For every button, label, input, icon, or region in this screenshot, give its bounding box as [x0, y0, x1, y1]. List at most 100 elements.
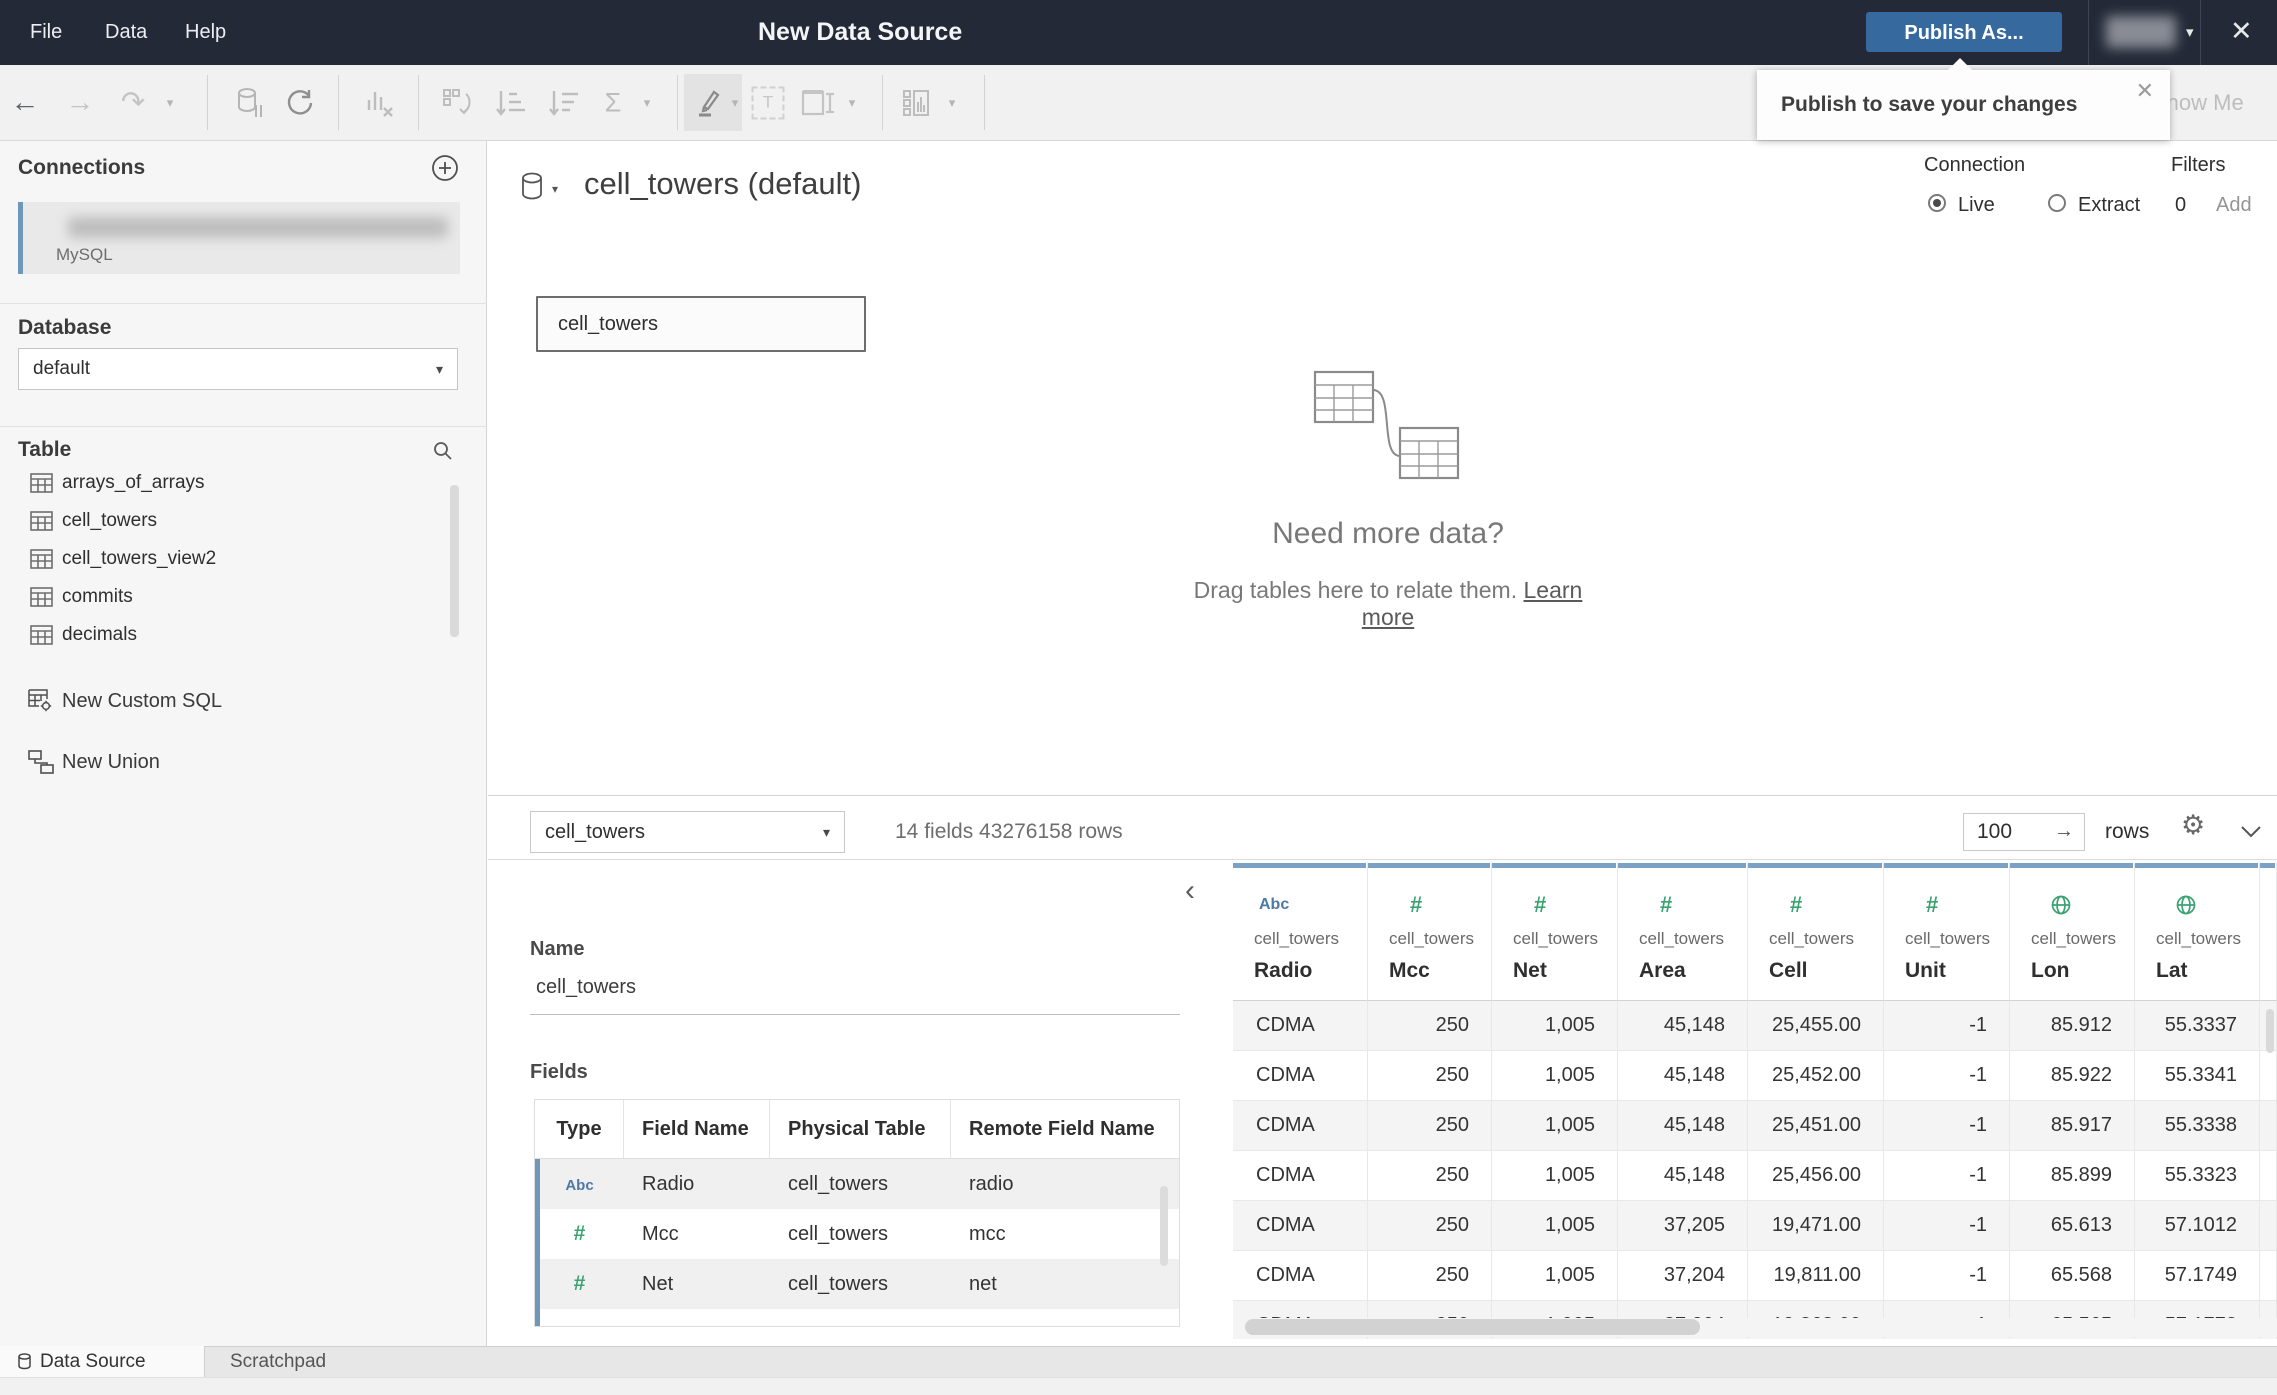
- grid-horizontal-scrollbar[interactable]: [1245, 1319, 1700, 1335]
- table-section-label: Table: [18, 438, 72, 461]
- totals-sigma-icon[interactable]: Σ: [604, 87, 622, 117]
- empty-state: Need more data? Drag tables here to rela…: [1188, 368, 1588, 631]
- number-type-icon: #: [1660, 892, 1673, 917]
- extract-radio-label[interactable]: Extract: [2078, 194, 2141, 216]
- data-preview-panel: cell_towers ▾ 14 fields 43276158 rows 10…: [488, 795, 2277, 1346]
- database-caret-icon: ▾: [435, 361, 443, 377]
- name-field-underline: [530, 1014, 1180, 1015]
- cards-caret-icon[interactable]: ▾: [948, 94, 956, 110]
- tab-data-source[interactable]: Data Source: [0, 1346, 205, 1378]
- show-hide-cards-icon[interactable]: [902, 88, 934, 118]
- table-list-scrollbar[interactable]: [450, 485, 459, 637]
- preview-table-select[interactable]: cell_towers ▾: [530, 811, 845, 853]
- table-search-icon[interactable]: [432, 440, 454, 462]
- table-name-field[interactable]: cell_towers: [536, 976, 637, 998]
- menu-data[interactable]: Data: [105, 21, 148, 43]
- clear-sheet-icon[interactable]: [364, 88, 396, 118]
- database-select[interactable]: default ▾: [18, 348, 458, 390]
- panel-divider: [488, 859, 2277, 860]
- swap-rows-columns-icon[interactable]: [442, 88, 474, 118]
- datasource-tab-cylinder-icon: [17, 1353, 32, 1371]
- datasource-cylinder-icon[interactable]: [520, 172, 546, 204]
- redo-icon[interactable]: →: [65, 86, 95, 118]
- live-radio[interactable]: [1928, 194, 1946, 212]
- refresh-data-icon[interactable]: [284, 87, 316, 119]
- fit-caret-icon[interactable]: ▾: [848, 94, 856, 110]
- add-connection-icon[interactable]: [430, 153, 460, 183]
- apply-row-limit-icon[interactable]: →: [2054, 820, 2074, 842]
- extract-radio[interactable]: [2048, 194, 2066, 212]
- user-caret-down-icon[interactable]: ▾: [2186, 24, 2194, 41]
- totals-caret-icon[interactable]: ▾: [643, 94, 651, 110]
- field-row-mcc[interactable]: # Mcc cell_towers mcc: [535, 1209, 1179, 1259]
- fields-table: Type Field Name Physical Table Remote Fi…: [534, 1099, 1180, 1327]
- toolbar-divider: [984, 75, 985, 130]
- grid-column-mcc[interactable]: # cell_towers Mcc: [1368, 863, 1492, 1001]
- sort-ascending-icon[interactable]: [496, 88, 528, 118]
- tab-scratchpad[interactable]: Scratchpad: [230, 1351, 327, 1372]
- undo-icon[interactable]: ←: [10, 86, 40, 118]
- datasource-caret-icon[interactable]: ▾: [552, 182, 559, 196]
- table-grid-icon: [30, 511, 53, 531]
- collapse-metadata-icon[interactable]: ‹: [1185, 874, 1195, 907]
- fields-table-header: Type Field Name Physical Table Remote Fi…: [535, 1100, 1179, 1159]
- fit-width-icon[interactable]: [801, 89, 835, 117]
- table-item-cell-towers[interactable]: cell_towers: [0, 502, 450, 540]
- sort-descending-icon[interactable]: [549, 88, 581, 118]
- row-limit-input[interactable]: 100 →: [1963, 813, 2085, 851]
- field-row-net[interactable]: # Net cell_towers net: [535, 1259, 1179, 1309]
- grid-column-cell[interactable]: # cell_towers Cell: [1748, 863, 1884, 1001]
- grid-row: CDMA 250 1,005 45,148 25,451.00 -1 85.91…: [1233, 1101, 2277, 1151]
- new-union-button[interactable]: New Union: [0, 743, 450, 781]
- replay-icon[interactable]: ↷: [120, 86, 146, 118]
- table-item-cell-towers-view2[interactable]: cell_towers_view2: [0, 540, 450, 578]
- string-type-icon: Abc: [1259, 896, 1290, 913]
- topbar-divider: [2088, 0, 2089, 65]
- sidebar: Connections MySQL Database default ▾ Tab…: [0, 140, 487, 1346]
- filters-count: 0: [2175, 194, 2187, 216]
- grid-column-area[interactable]: # cell_towers Area: [1618, 863, 1748, 1001]
- database-selected-value: default: [33, 358, 91, 379]
- toast-close-icon[interactable]: ✕: [2135, 78, 2154, 103]
- datasource-title: cell_towers (default): [584, 166, 862, 201]
- menu-file[interactable]: File: [30, 21, 63, 43]
- connection-item-selected[interactable]: MySQL: [18, 202, 460, 274]
- highlight-caret-icon[interactable]: ▾: [731, 94, 739, 110]
- number-type-icon: #: [1790, 892, 1803, 917]
- table-item-commits[interactable]: commits: [0, 578, 450, 616]
- fields-table-scrollbar[interactable]: [1160, 1186, 1168, 1266]
- grid-vertical-scrollbar[interactable]: [2266, 1009, 2274, 1053]
- table-item-decimals[interactable]: decimals: [0, 616, 450, 654]
- publish-as-button[interactable]: Publish As...: [1866, 12, 2062, 52]
- highlight-icon[interactable]: [695, 88, 725, 118]
- live-radio-label[interactable]: Live: [1958, 194, 1995, 216]
- empty-state-body: Drag tables here to relate them.: [1193, 577, 1518, 603]
- grid-row: CDMA 250 1,005 37,205 19,471.00 -1 65.61…: [1233, 1201, 2277, 1251]
- grid-column-radio[interactable]: Abc cell_towers Radio: [1233, 863, 1368, 1001]
- table-item-arrays-of-arrays[interactable]: arrays_of_arrays: [0, 464, 450, 502]
- grid-column-lat[interactable]: cell_towers Lat: [2135, 863, 2260, 1001]
- grid-settings-gear-icon[interactable]: ⚙: [2181, 810, 2206, 840]
- pause-updates-icon[interactable]: [236, 87, 264, 119]
- new-custom-sql-button[interactable]: New Custom SQL: [0, 682, 450, 720]
- replay-caret-icon[interactable]: ▾: [166, 94, 174, 110]
- union-icon: [28, 750, 54, 774]
- grid-column-unit[interactable]: # cell_towers Unit: [1884, 863, 2010, 1001]
- grid-row: CDMA 250 1,005 45,148 25,455.00 -1 85.91…: [1233, 1001, 2277, 1051]
- learn-more-link[interactable]: Learn more: [1361, 577, 1583, 630]
- menu-help[interactable]: Help: [185, 21, 227, 43]
- window-close-icon[interactable]: ✕: [2230, 16, 2253, 46]
- publish-toast: Publish to save your changes ✕: [1757, 58, 2170, 140]
- toast-message: Publish to save your changes: [1781, 93, 2078, 116]
- grid-column-net[interactable]: # cell_towers Net: [1492, 863, 1618, 1001]
- filters-add-button[interactable]: Add: [2216, 194, 2252, 216]
- sidebar-divider: [0, 426, 487, 427]
- grid-column-lon[interactable]: cell_towers Lon: [2010, 863, 2135, 1001]
- field-row-radio[interactable]: Abc Radio cell_towers radio: [535, 1159, 1179, 1209]
- connections-title: Connections: [18, 156, 146, 179]
- grid-header-row: Abc cell_towers Radio # cell_towers Mcc …: [1233, 863, 2277, 1001]
- user-account-chip[interactable]: [2106, 16, 2176, 48]
- logical-table-node[interactable]: cell_towers: [536, 296, 866, 352]
- text-tool-icon[interactable]: T: [751, 86, 785, 119]
- panel-chevron-down-icon[interactable]: [2240, 825, 2262, 839]
